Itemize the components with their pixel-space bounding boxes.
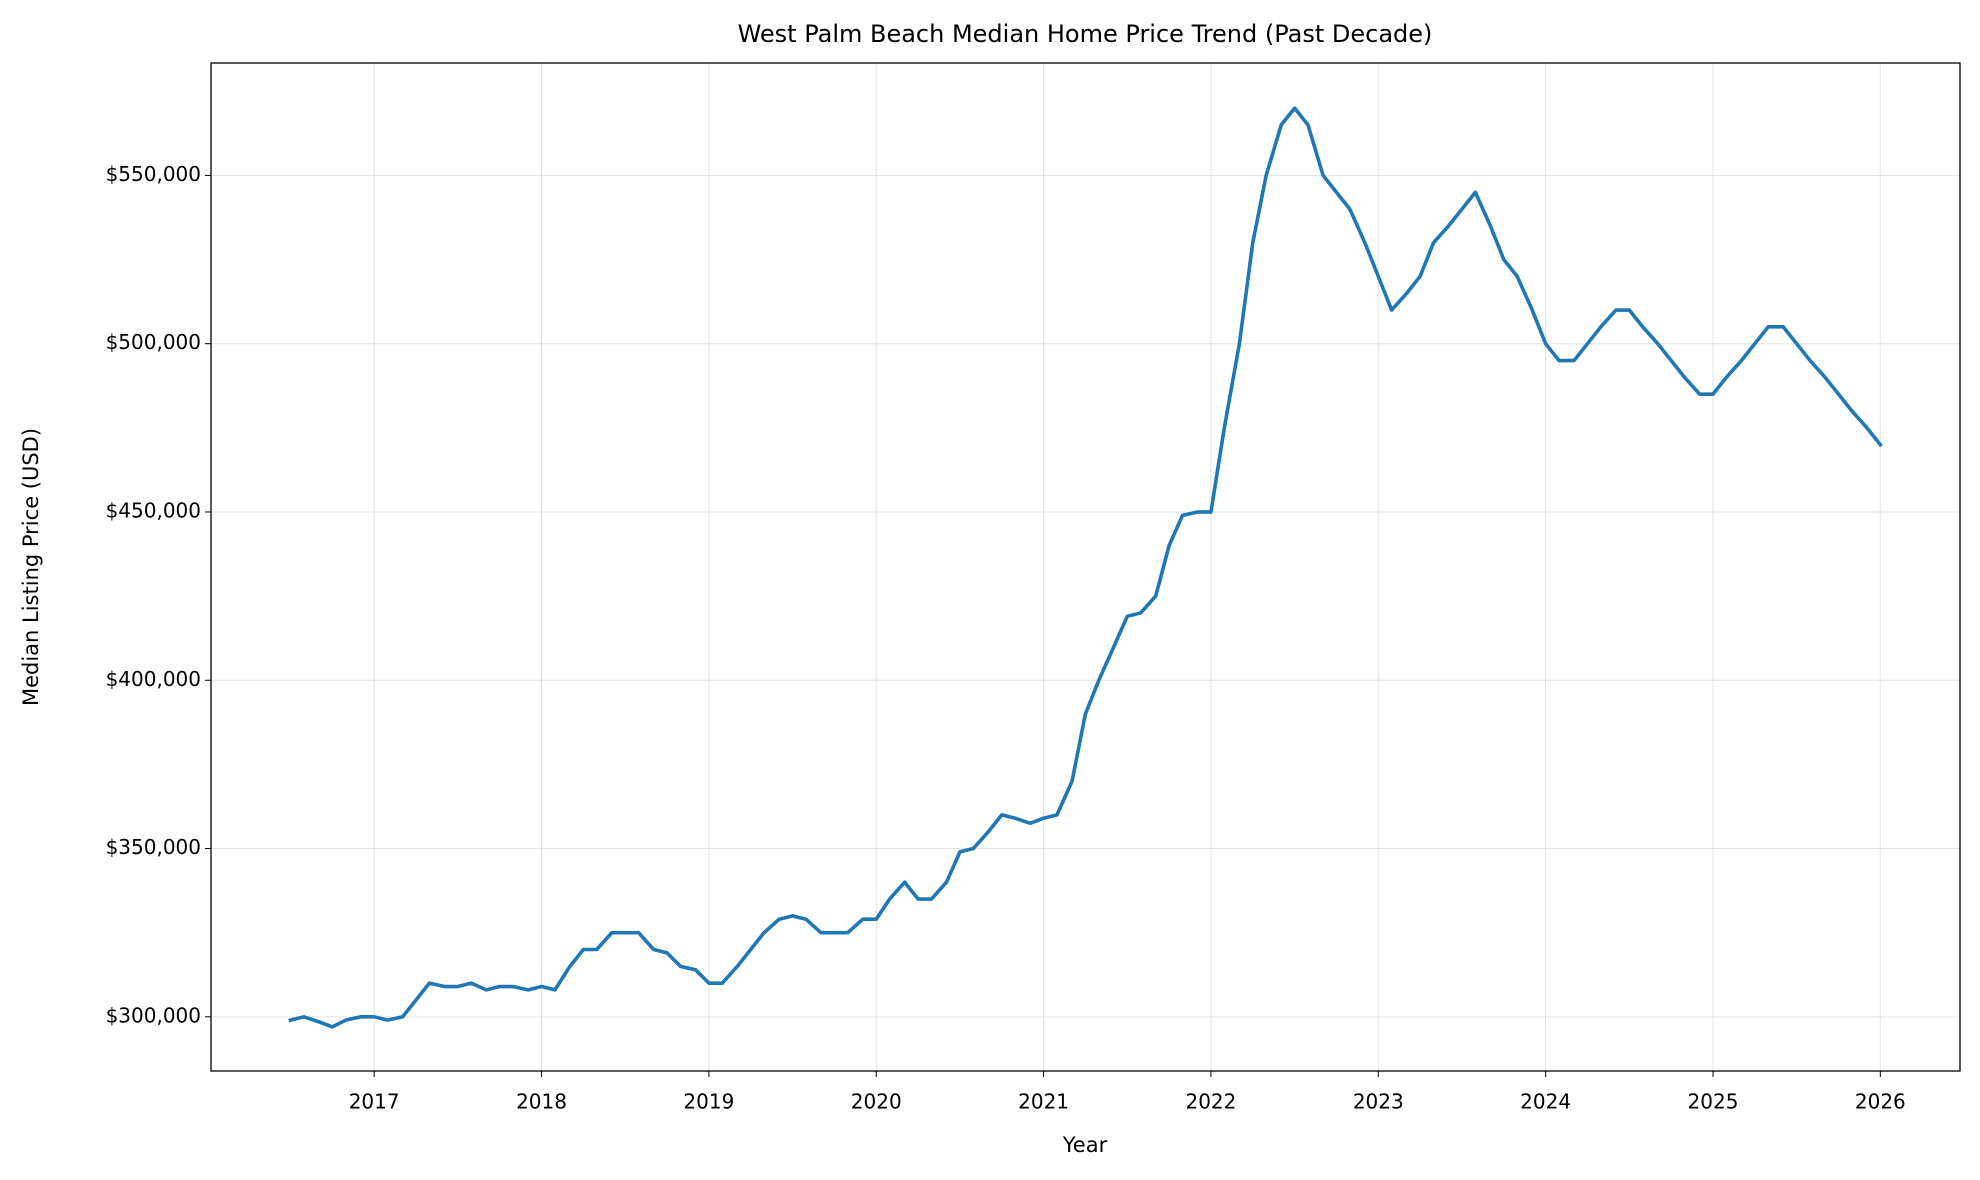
chart-title: West Palm Beach Median Home Price Trend … <box>738 20 1433 48</box>
x-tick-label: 2026 <box>1855 1090 1906 1114</box>
x-tick-label: 2022 <box>1185 1090 1236 1114</box>
y-tick-label: $450,000 <box>106 498 201 522</box>
x-tick-label: 2023 <box>1353 1090 1404 1114</box>
y-tick-label: $550,000 <box>106 162 201 186</box>
y-tick-label: $400,000 <box>106 667 201 691</box>
price-line <box>288 106 1883 1029</box>
x-tick-label: 2025 <box>1688 1090 1739 1114</box>
y-tick-label: $300,000 <box>106 1003 201 1027</box>
x-tick-label: 2024 <box>1520 1090 1571 1114</box>
plot-frame <box>210 62 1961 1072</box>
x-axis-label: Year <box>1062 1133 1108 1157</box>
x-tick-label: 2017 <box>349 1090 400 1114</box>
x-tick-label: 2019 <box>683 1090 734 1114</box>
x-tick-label: 2018 <box>516 1090 567 1114</box>
y-tick-label: $350,000 <box>106 835 201 859</box>
y-tick-label: $500,000 <box>106 330 201 354</box>
x-tick-label: 2020 <box>851 1090 902 1114</box>
x-tick-label: 2021 <box>1018 1090 1069 1114</box>
y-axis-label: Median Listing Price (USD) <box>19 428 43 706</box>
